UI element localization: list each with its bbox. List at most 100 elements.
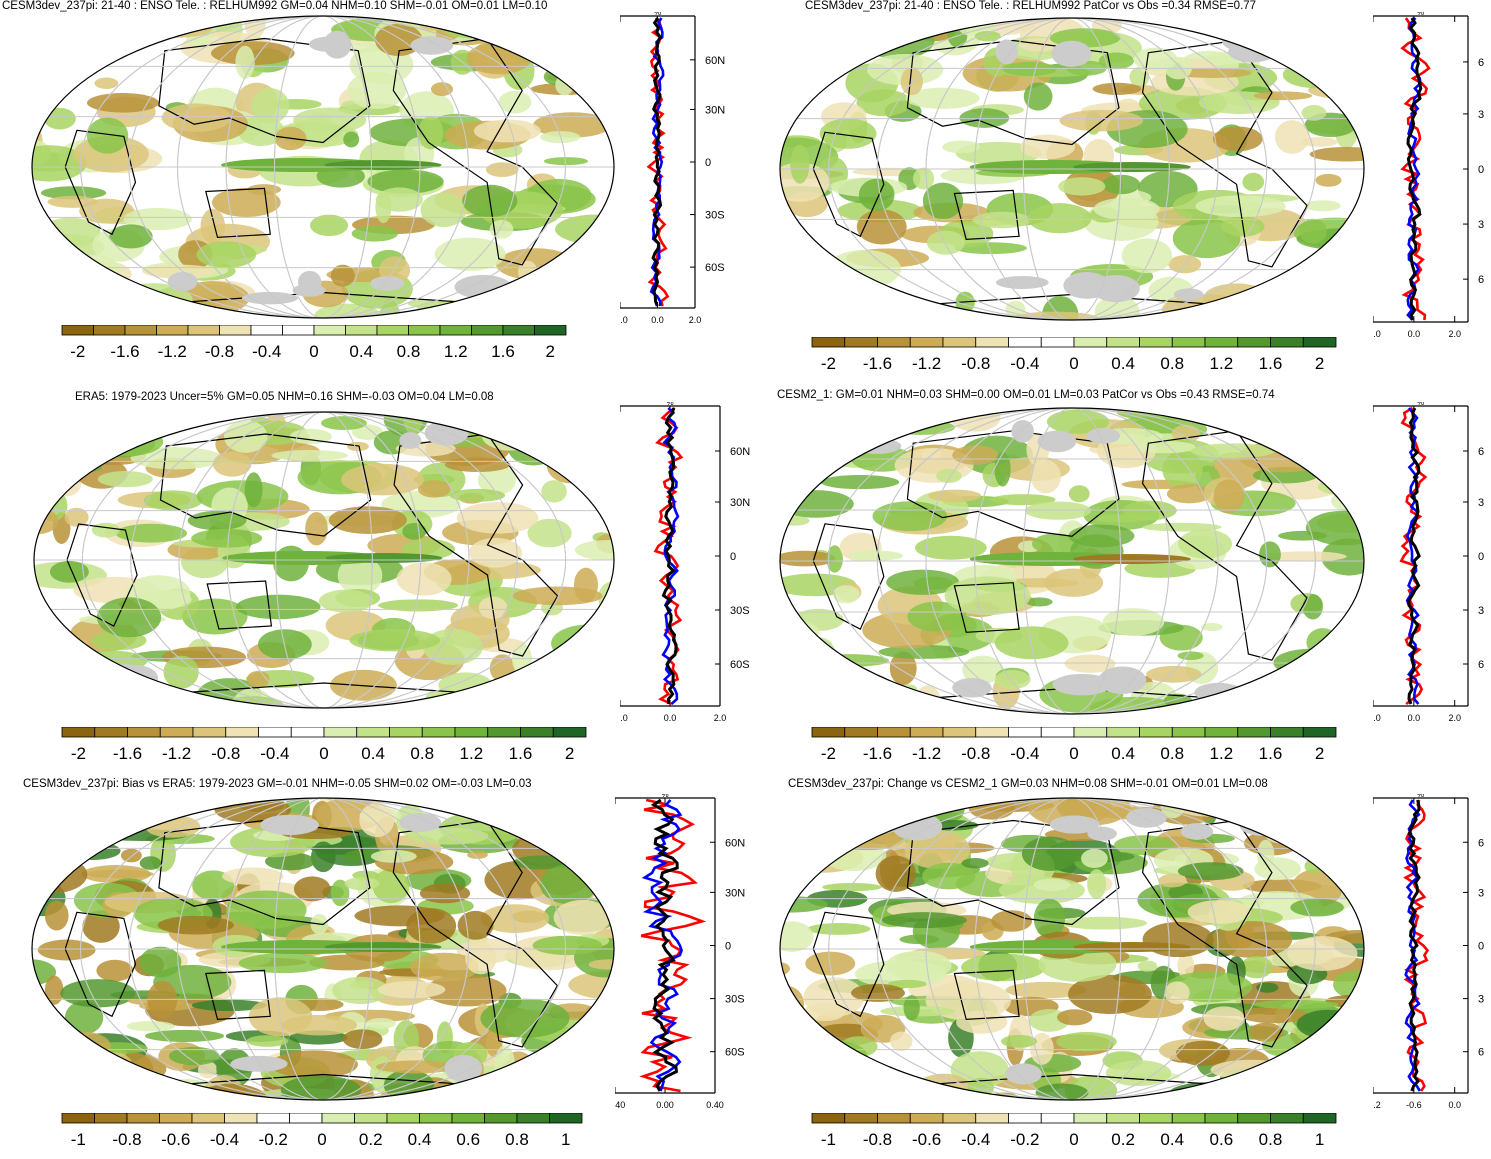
anomaly-patch [588, 959, 614, 970]
anomaly-patch [211, 187, 281, 218]
anomaly-patch [1005, 300, 1026, 319]
anomaly-patch [39, 217, 101, 248]
lat-tick-label: 0 [730, 551, 736, 563]
colorbar-box [844, 1113, 878, 1124]
anomaly-patch [1327, 798, 1364, 810]
anomaly-patch [803, 1002, 846, 1022]
colorbar-label: -0.4 [210, 1130, 239, 1149]
anomaly-patch [819, 118, 877, 149]
anomaly-patch [370, 849, 417, 863]
zonal-curve-red [646, 17, 670, 307]
anomaly-patch [559, 1073, 582, 1100]
anomaly-patch [94, 77, 119, 89]
anomaly-patch [372, 868, 410, 904]
colorbar-box [1008, 1113, 1042, 1124]
missing-data-mask [517, 1069, 540, 1093]
anomaly-patch [1001, 1034, 1038, 1048]
anomaly-patch [1162, 450, 1203, 489]
zonal-unit-label: % [1417, 402, 1424, 407]
anomaly-patch [820, 295, 881, 311]
anomaly-patch [347, 71, 407, 109]
anomaly-patch [49, 560, 89, 583]
anomaly-patch [990, 494, 1056, 506]
panel-title: CESM3dev_237pi: 21-40 : ENSO Tele. : REL… [2, 0, 548, 12]
anomaly-patch [500, 289, 588, 318]
anomaly-patch [379, 299, 401, 318]
anomaly-patch [1056, 1031, 1117, 1052]
anomaly-patch [196, 241, 257, 269]
lat-tick-label: 60S [705, 262, 725, 274]
lat-tick-label: 30S [725, 994, 745, 1006]
anomaly-patch [1060, 916, 1148, 930]
anomaly-patch [457, 910, 494, 940]
lat-tick-label: 3 [1478, 605, 1484, 617]
lat-tick-label: 3 [1478, 109, 1484, 121]
colorbar-box [877, 1113, 911, 1124]
missing-data-mask [995, 276, 1049, 290]
anomaly-patch [519, 412, 543, 428]
colorbar-box [811, 337, 846, 348]
anomaly-patch [168, 1046, 220, 1066]
panel-title: ERA5: 1979-2023 Uncer=5% GM=0.05 NHM=0.1… [75, 391, 494, 403]
missing-data-mask [399, 812, 442, 832]
anomaly-patch [381, 491, 461, 519]
anomaly-patch [1146, 665, 1202, 683]
colorbar-label: -1 [71, 1130, 86, 1149]
anomaly-patch [592, 51, 614, 63]
missing-data-mask [548, 433, 582, 456]
anomaly-patch [881, 912, 967, 929]
anomaly-patch [1171, 424, 1201, 443]
colorbar-box [289, 1113, 323, 1124]
anomaly-patch [1044, 568, 1104, 597]
x-tick-label: 2.0 [689, 315, 702, 325]
colorbar-label: 1.2 [1210, 744, 1234, 763]
x-tick-label: -2.0 [620, 713, 628, 723]
zonal-mean-plot: % 60N 30N 0 30S 60S -2.0 0.0 2.0 [620, 402, 750, 723]
colorbar-label: -0.4 [1010, 744, 1039, 763]
anomaly-patch [59, 16, 81, 24]
x-tick-label: 0.0 [1408, 713, 1421, 723]
anomaly-patch [48, 298, 84, 318]
anomaly-patch [790, 144, 810, 184]
colorbar-box [191, 1113, 225, 1124]
colorbar-box [1171, 337, 1206, 348]
anomaly-patch [527, 518, 572, 548]
anomaly-patch [562, 1055, 614, 1095]
colorbar-label: 0.8 [1160, 354, 1184, 373]
anomaly-patch [1068, 524, 1135, 548]
colorbar-label: -0.8 [112, 1130, 141, 1149]
anomaly-patch [1263, 798, 1323, 813]
map-border [779, 797, 1365, 1101]
anomaly-patch [226, 890, 307, 930]
colorbar: -2 -1.6 -1.2 -0.8 -0.4 0 0.4 0.8 1.2 1.6 2 [61, 325, 567, 361]
lat-tick-label: 0 [1478, 164, 1484, 176]
panel-title: CESM3dev_237pi: 21-40 : ENSO Tele. : REL… [805, 0, 1257, 12]
anomaly-patch [114, 799, 146, 826]
missing-data-mask [1063, 272, 1111, 299]
anomaly-patch [838, 305, 872, 320]
anomaly-patch [429, 310, 489, 318]
anomaly-patch [994, 626, 1069, 660]
anomaly-patch [332, 976, 389, 1005]
anomaly-patch [55, 827, 104, 837]
anomaly-patch [1327, 1087, 1363, 1100]
anomaly-patch [328, 506, 407, 534]
coastline [205, 187, 271, 239]
anomaly-patch [780, 70, 827, 96]
anomaly-patch [376, 187, 423, 212]
colorbar-label: 1.6 [1259, 744, 1283, 763]
lat-tick-label: 6 [1478, 659, 1484, 671]
anomaly-patch [494, 1063, 584, 1096]
anomaly-patch [562, 843, 593, 854]
anomaly-patch [1295, 43, 1354, 65]
anomaly-patch [1285, 20, 1364, 52]
anomaly-patch [1105, 1060, 1172, 1087]
anomaly-patch [1259, 541, 1281, 568]
coastline [159, 433, 372, 537]
missing-data-mask [370, 276, 405, 291]
anomaly-patch [780, 301, 844, 320]
anomaly-patch [947, 22, 968, 48]
anomaly-patch [824, 415, 893, 429]
anomaly-patch [330, 264, 355, 287]
colorbar-box [1237, 337, 1271, 348]
